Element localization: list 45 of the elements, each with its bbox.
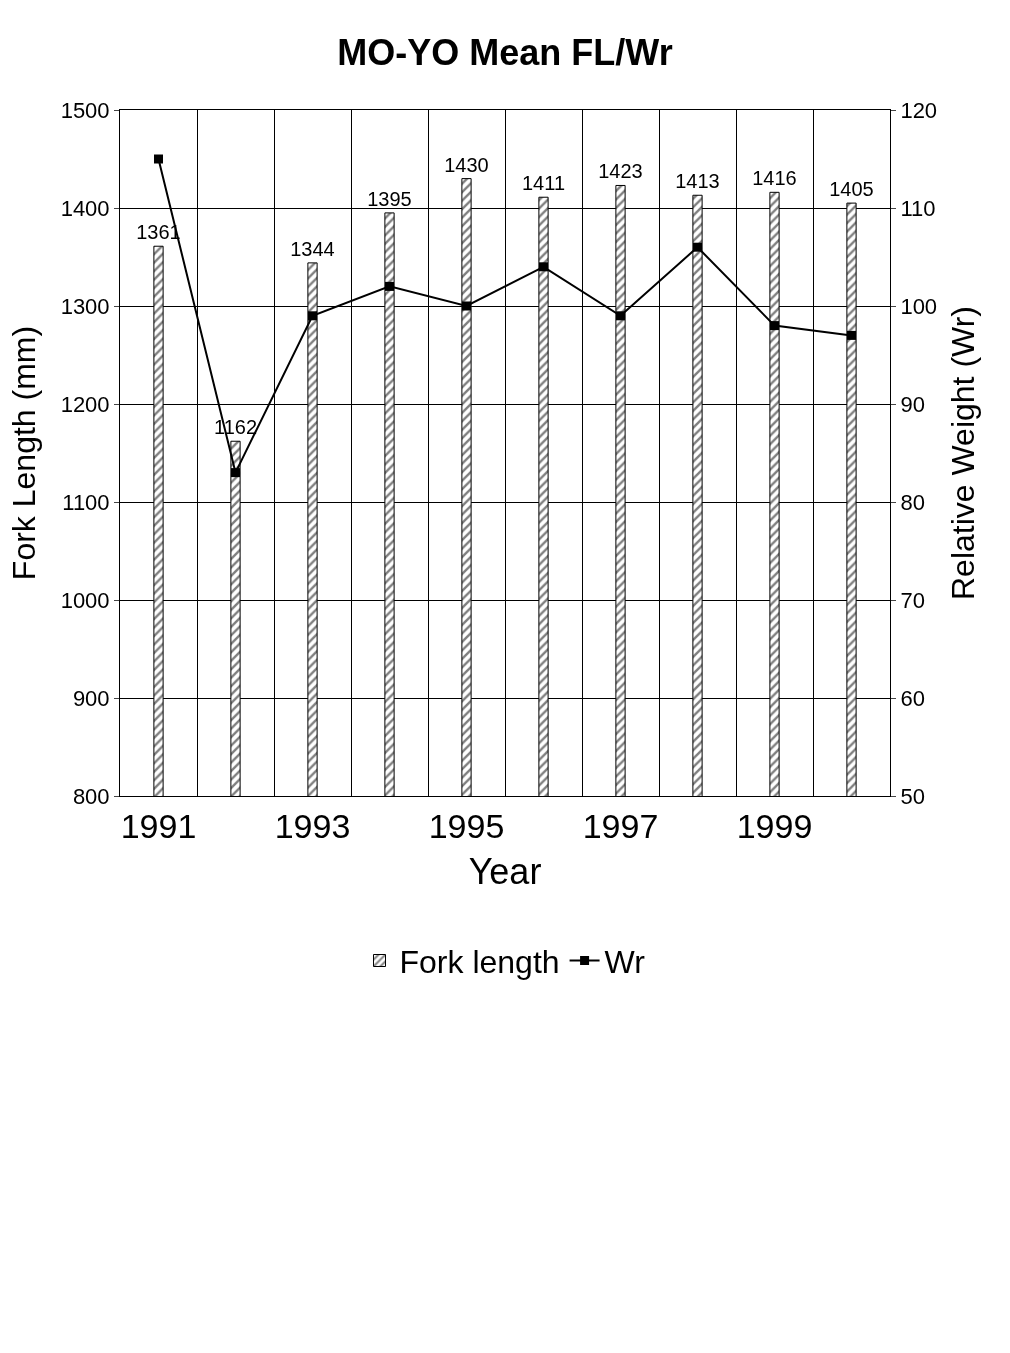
point [770,321,779,331]
y-axis-title: Fork Length (mm) [5,325,42,581]
y2-tick-label: 60 [900,685,925,711]
data-label: 1413 [675,170,720,193]
x-axis-title: Year [468,851,542,893]
x-tick-label: 1991 [120,806,197,845]
point [539,262,548,272]
point [693,242,702,252]
y2-tick-label: 110 [900,195,936,221]
point [462,301,471,311]
chart-title: MO-YO Mean FL/Wr [337,32,673,74]
y-tick-label: 1100 [62,489,110,515]
y-tick-label: 900 [72,685,110,711]
y2-tick-label: 120 [900,97,938,123]
y-tick-label: 1200 [60,391,110,417]
point [154,154,163,164]
y2-tick-label: 100 [900,293,938,319]
data-label: 1395 [367,187,412,210]
series-label: Fork length [399,943,560,980]
x-tick-label: 1993 [274,806,351,845]
y-tick-label: 1000 [60,587,110,613]
data-label: 1430 [444,153,489,176]
y2-tick-label: 50 [900,783,925,809]
data-label: 1416 [752,167,797,190]
y-tick-label: 1400 [60,195,110,221]
y-tick-label: 1500 [60,97,110,123]
point [847,330,856,340]
point [616,311,625,321]
x-tick-label: 1995 [428,806,505,845]
y2-axis-title: Relative Weight (Wr) [945,306,982,600]
point [385,281,394,291]
y-tick-label: 1300 [60,293,110,319]
y2-tick-label: 80 [900,489,925,515]
data-label: 1411 [521,172,566,195]
x-tick-label: 1997 [582,806,659,845]
y2-tick-label: 70 [900,587,925,613]
y2-tick-label: 90 [900,391,925,417]
point [231,468,240,478]
data-label: 1344 [290,237,335,260]
x-tick-label: 1999 [736,806,813,845]
y-tick-label: 800 [72,783,110,809]
point [308,311,317,321]
data-label: 1405 [829,178,874,201]
legend-label: Wr [604,943,646,980]
data-label: 1423 [598,160,643,183]
